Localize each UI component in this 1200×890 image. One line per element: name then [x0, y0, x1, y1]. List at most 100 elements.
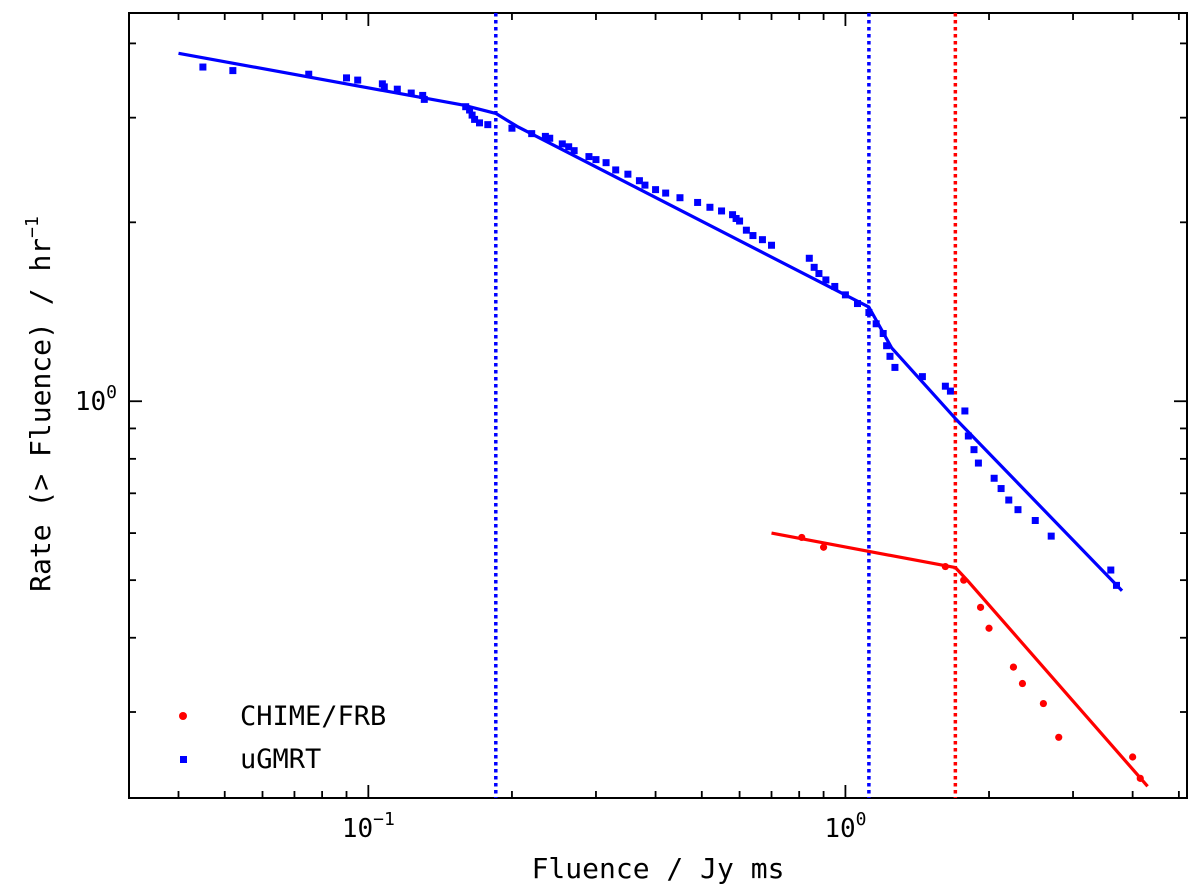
data-point-ugmrt — [1031, 516, 1039, 524]
data-point-ugmrt — [758, 236, 766, 244]
data-points — [199, 63, 1144, 782]
data-point-ugmrt — [822, 276, 830, 284]
data-point-ugmrt — [641, 181, 649, 189]
data-point-ugmrt — [407, 89, 415, 97]
data-point-ugmrt — [419, 91, 427, 99]
legend-item-ugmrt: uGMRT — [180, 744, 321, 775]
data-point-ugmrt — [635, 177, 643, 185]
data-point-ugmrt — [810, 263, 818, 271]
legend-ugmrt-marker — [180, 756, 187, 763]
data-point-ugmrt — [990, 474, 998, 482]
legend-item-chime: CHIME/FRB — [179, 701, 386, 732]
x-tick-label: 100 — [824, 809, 866, 844]
data-point-ugmrt — [199, 63, 207, 71]
data-point-ugmrt — [729, 211, 737, 219]
data-point-ugmrt — [468, 111, 476, 119]
data-point-ugmrt — [471, 115, 479, 123]
data-point-chime — [798, 533, 806, 542]
data-point-ugmrt — [612, 166, 620, 174]
data-point-ugmrt — [872, 320, 880, 328]
data-point-ugmrt — [393, 85, 401, 93]
data-point-ugmrt — [736, 217, 744, 225]
data-point-ugmrt — [570, 147, 578, 155]
data-point-ugmrt — [229, 67, 237, 75]
legend: CHIME/FRB uGMRT — [179, 701, 386, 775]
data-point-ugmrt — [565, 143, 573, 151]
data-point-ugmrt — [964, 432, 972, 440]
data-point-ugmrt — [891, 363, 899, 371]
data-point-ugmrt — [768, 241, 776, 249]
data-point-ugmrt — [970, 446, 978, 454]
data-point-ugmrt — [886, 352, 894, 360]
data-point-ugmrt — [541, 132, 549, 140]
data-point-ugmrt — [585, 153, 593, 161]
fit-lines — [178, 51, 1149, 788]
fit-line — [178, 51, 1124, 592]
data-point-ugmrt — [602, 159, 610, 167]
data-point-ugmrt — [918, 373, 926, 381]
data-point-ugmrt — [1107, 566, 1115, 574]
data-point-ugmrt — [961, 407, 969, 415]
data-point-chime — [1009, 663, 1018, 671]
data-point-ugmrt — [749, 232, 757, 240]
data-point-chime — [1055, 733, 1063, 741]
data-point-ugmrt — [1014, 506, 1022, 514]
data-point-ugmrt — [354, 76, 362, 84]
data-point-chime — [976, 603, 985, 611]
data-point-ugmrt — [1112, 581, 1120, 589]
y-tick-label: 100 — [75, 382, 117, 417]
threshold-lines — [494, 13, 958, 798]
data-point-ugmrt — [1047, 532, 1055, 540]
legend-chime-marker — [179, 712, 187, 720]
data-point-ugmrt — [941, 382, 949, 390]
data-point-ugmrt — [865, 309, 873, 317]
data-point-chime — [819, 543, 828, 551]
data-point-ugmrt — [343, 74, 351, 82]
data-point-ugmrt — [974, 459, 982, 467]
data-point-ugmrt — [484, 121, 492, 129]
data-point-chime — [1129, 753, 1137, 761]
data-point-ugmrt — [1005, 496, 1013, 504]
data-point-ugmrt — [853, 300, 861, 308]
data-point-ugmrt — [694, 198, 702, 206]
legend-ugmrt-label: uGMRT — [240, 744, 321, 775]
data-point-chime — [1018, 679, 1027, 688]
data-point-ugmrt — [841, 291, 849, 299]
axis-ticks — [129, 13, 1187, 798]
data-point-ugmrt — [546, 134, 554, 142]
x-axis-label: Fluence / Jy ms — [532, 852, 785, 885]
data-point-ugmrt — [305, 70, 313, 78]
data-point-ugmrt — [528, 130, 536, 138]
fit-line — [771, 531, 1149, 788]
x-tick-label: 10−1 — [342, 809, 395, 844]
data-point-ugmrt — [508, 124, 516, 132]
data-point-ugmrt — [805, 254, 813, 262]
data-point-ugmrt — [742, 226, 750, 234]
data-point-ugmrt — [831, 282, 839, 290]
data-point-ugmrt — [380, 83, 388, 91]
data-point-chime — [985, 624, 993, 632]
y-axis-label-group: Rate (> Fluence) / hr−1 — [22, 216, 57, 592]
data-point-ugmrt — [815, 270, 823, 278]
y-axis-label-main: Rate (> Fluence) / hr — [24, 238, 57, 592]
data-point-ugmrt — [706, 203, 714, 211]
data-point-ugmrt — [624, 170, 632, 178]
y-axis-label: Rate (> Fluence) / hr−1 — [22, 216, 57, 592]
data-point-chime — [960, 576, 968, 584]
data-point-ugmrt — [466, 106, 474, 114]
data-point-chime — [1136, 774, 1144, 782]
data-point-ugmrt — [420, 95, 428, 103]
data-point-ugmrt — [462, 103, 470, 111]
data-point-ugmrt — [592, 156, 600, 164]
y-axis-label-superscript: −1 — [22, 216, 43, 238]
data-point-chime — [1039, 699, 1047, 708]
tick-labels: 10−1 100 100 — [75, 382, 867, 844]
data-point-chime — [941, 562, 949, 571]
data-point-ugmrt — [652, 186, 660, 194]
data-point-ugmrt — [997, 485, 1005, 493]
legend-chime-label: CHIME/FRB — [240, 701, 386, 732]
data-point-ugmrt — [946, 387, 954, 395]
data-point-ugmrt — [558, 140, 566, 148]
plot-frame — [128, 12, 1188, 799]
